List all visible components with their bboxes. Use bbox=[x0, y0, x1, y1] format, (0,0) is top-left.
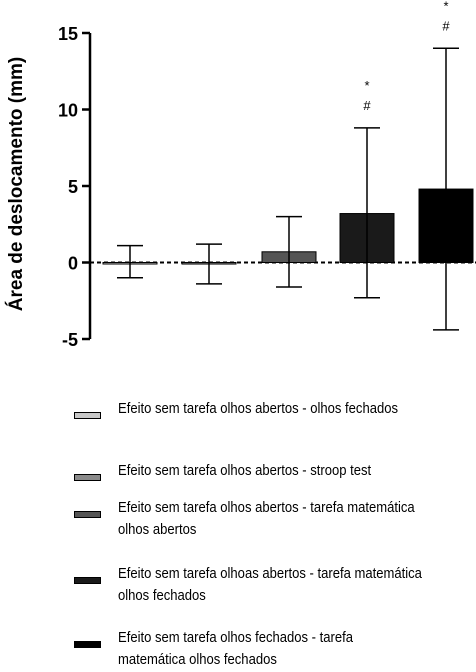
legend-label-2: Efeito sem tarefa olhos abertos - stroop… bbox=[118, 463, 372, 479]
legend-label-5: Efeito sem tarefa olhos fechados - taref… bbox=[118, 630, 354, 668]
significance-mark-4: * bbox=[364, 78, 369, 93]
y-tick-label: 5 bbox=[68, 177, 78, 197]
legend-item-4: Efeito sem tarefa olhoas abertos - taref… bbox=[74, 563, 458, 607]
y-tick-label: -5 bbox=[62, 330, 78, 350]
y-tick-label: 15 bbox=[58, 24, 78, 44]
legend-swatch-3 bbox=[74, 511, 101, 518]
bar-chart: -5 0 5 10 15 * # * # bbox=[58, 0, 476, 350]
legend-swatch-2 bbox=[74, 474, 101, 481]
legend-label-4: Efeito sem tarefa olhoas abertos - taref… bbox=[118, 566, 422, 604]
y-tick-label: 10 bbox=[58, 101, 78, 121]
legend-label-1: Efeito sem tarefa olhos abertos - olhos … bbox=[118, 401, 399, 417]
legend-swatch-1 bbox=[74, 412, 101, 419]
legend-item-1: Efeito sem tarefa olhos abertos - olhos … bbox=[74, 398, 458, 420]
legend-swatch-5 bbox=[74, 641, 101, 648]
legend-label-3: Efeito sem tarefa olhos abertos - tarefa… bbox=[118, 500, 415, 538]
y-tick-label: 0 bbox=[68, 254, 78, 274]
significance-mark-5: * bbox=[443, 0, 448, 13]
legend-item-3: Efeito sem tarefa olhos abertos - tarefa… bbox=[74, 497, 458, 541]
significance-mark-5: # bbox=[442, 18, 450, 33]
legend-item-2: Efeito sem tarefa olhos abertos - stroop… bbox=[74, 460, 458, 482]
significance-mark-4: # bbox=[363, 98, 371, 113]
legend-swatch-4 bbox=[74, 577, 101, 584]
legend-item-5: Efeito sem tarefa olhos fechados - taref… bbox=[74, 627, 458, 671]
y-axis-label: Área de deslocamento (mm) bbox=[6, 56, 27, 312]
